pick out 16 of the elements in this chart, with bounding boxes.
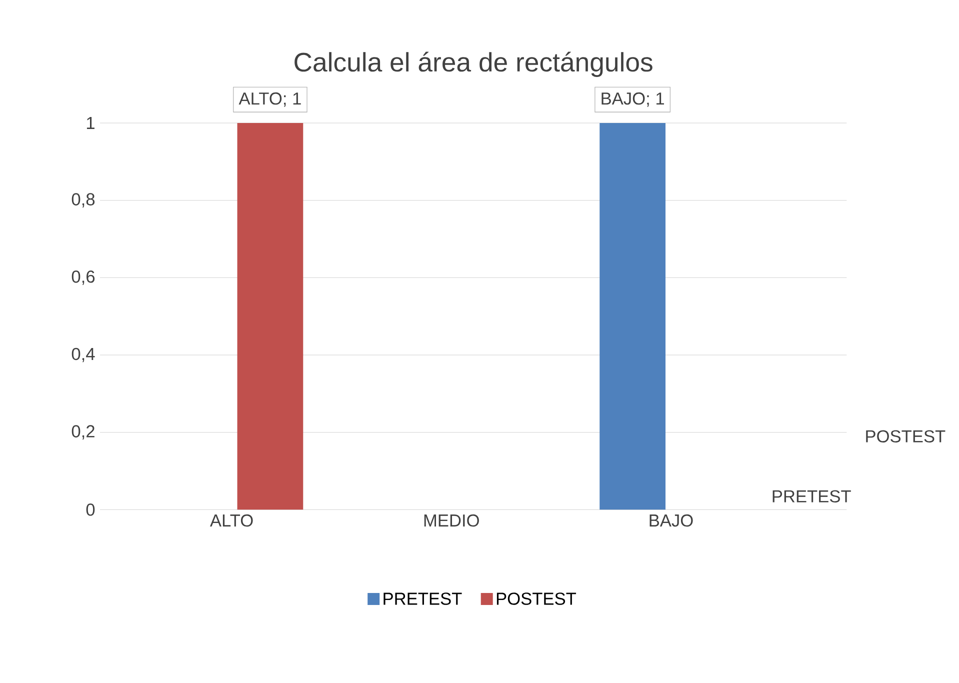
y-tick-label: 0,8 xyxy=(72,193,95,208)
text: PRETEST xyxy=(772,490,851,502)
legend-label: POSTEST xyxy=(496,592,576,605)
text: POSTEST xyxy=(866,430,946,442)
x-tick-label: BAJO xyxy=(650,514,693,527)
y-tick-label: 0 xyxy=(86,504,95,516)
y-tick-label: 0,6 xyxy=(72,270,95,285)
chart-title: Calcula el área de rectángulos xyxy=(294,52,652,77)
legend-label: PRETEST xyxy=(384,592,462,605)
data-label: ALTO; 1 xyxy=(238,92,301,107)
x-tick-label: ALTO xyxy=(210,514,253,527)
y-tick-label: 0,4 xyxy=(72,348,95,362)
y-tick-label: 1 xyxy=(86,117,94,129)
x-tick-label: MEDIO xyxy=(424,514,479,527)
data-label: BAJO; 1 xyxy=(602,92,664,107)
y-tick-label: 0,2 xyxy=(72,425,94,440)
